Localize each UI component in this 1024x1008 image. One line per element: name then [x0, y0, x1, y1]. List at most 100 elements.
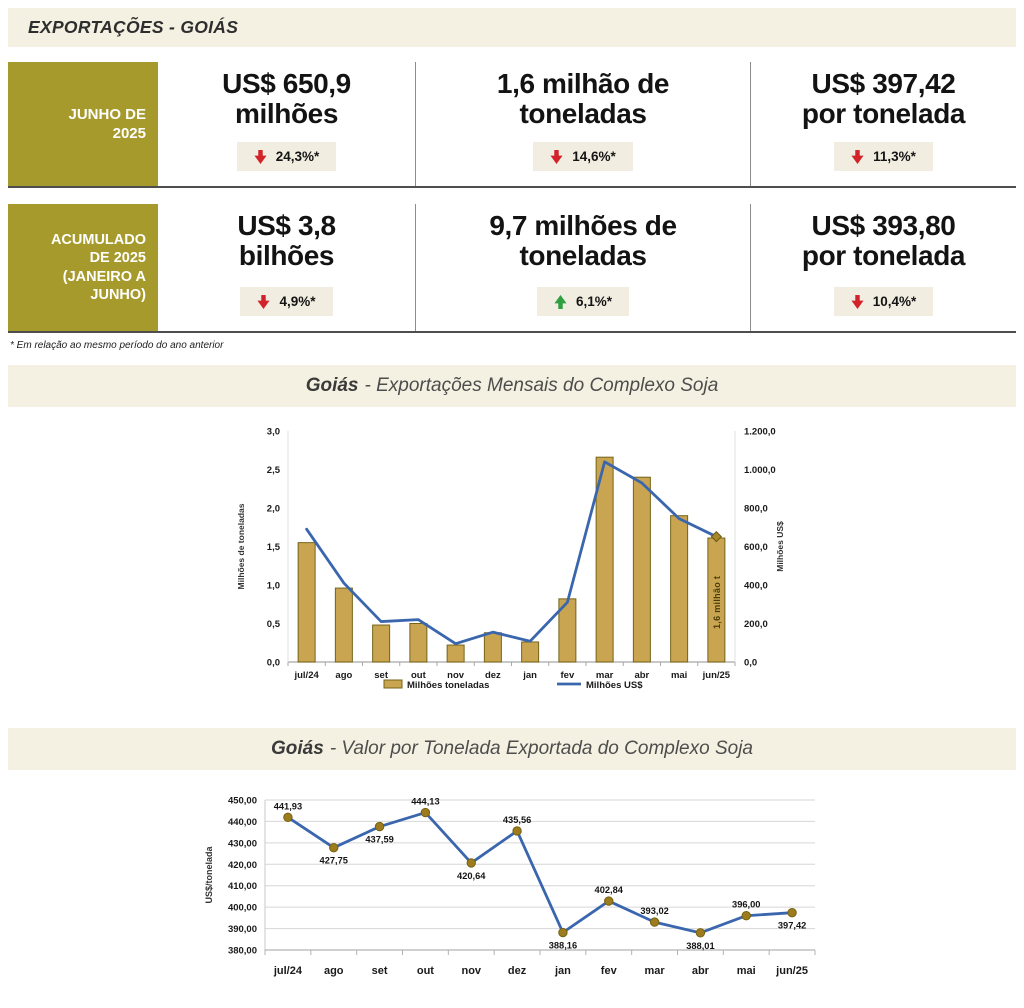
chart2-title-bar: Goiás - Valor por Tonelada Exportada do …: [8, 728, 1016, 770]
right-axis-tick: 800,0: [744, 504, 768, 515]
data-point: [512, 826, 522, 836]
value-per-ton-line-chart: 380,00 390,00 400,00 410,00 420,00 430,00 440,…: [204, 796, 816, 977]
x-axis-label: out: [411, 670, 427, 681]
value-line: [286, 811, 794, 935]
data-point-label: 420,64: [457, 871, 486, 881]
trend-arrow-icon: [550, 149, 563, 164]
kpi-value: US$ 393,80 por tonelada: [801, 210, 966, 271]
x-axis-label: nov: [461, 965, 481, 977]
data-point-label: 427,75: [320, 856, 348, 866]
y-axis-tick: 410,00: [228, 881, 257, 892]
x-axis-label: mar: [644, 965, 665, 977]
right-axis-tick: 600,0: [744, 542, 768, 553]
bar-annotation: 1,6 milhão t: [712, 576, 722, 629]
delta-badge: 10,4%*: [833, 287, 934, 316]
legend-line-label: Milhões US$: [586, 680, 643, 691]
x-axis-label: mai: [737, 965, 756, 977]
kpi-value: 1,6 milhão de toneladas: [496, 68, 670, 129]
data-point-label: 388,16: [549, 941, 577, 951]
kpi-cell-price: US$ 393,80 por tonelada 10,4%*: [750, 204, 1016, 331]
data-point: [741, 911, 751, 921]
legend-bar-swatch: [383, 679, 403, 689]
left-axis-tick: 2,0: [267, 504, 280, 515]
bar: [632, 476, 651, 663]
kpi-cell-value-usd: US$ 3,8 bilhões 4,9%*: [158, 204, 415, 331]
right-axis-tick: 0,0: [744, 658, 757, 669]
x-axis-label: dez: [485, 670, 501, 681]
x-axis-label: fev: [601, 965, 618, 977]
kpi-cell-value-usd: US$ 650,9 milhões 24,3%*: [158, 62, 415, 186]
chart1-title-bar: Goiás - Exportações Mensais do Complexo …: [8, 365, 1016, 407]
data-point-label: 441,93: [274, 801, 302, 811]
data-point-label: 397,42: [778, 921, 806, 931]
data-point: [329, 842, 339, 853]
bar: [409, 623, 428, 663]
trend-arrow-icon: [254, 149, 267, 164]
y-axis-title: US$/tonelada: [204, 845, 214, 903]
line-end-marker: [710, 531, 723, 543]
data-point: [283, 812, 293, 822]
y-axis-tick: 450,00: [228, 796, 257, 807]
x-axis-label: out: [417, 965, 434, 977]
kpi-row-label: JUNHO DE 2025: [8, 62, 158, 186]
data-point: [420, 807, 431, 818]
y-axis-tick: 420,00: [228, 860, 257, 871]
left-axis-tick: 0,5: [267, 619, 281, 630]
chart-legend: Milhões toneladas Milhões US$: [383, 679, 643, 691]
data-point-label: 437,59: [365, 835, 393, 845]
bar: [446, 644, 465, 663]
x-axis-label: mai: [671, 670, 687, 681]
bar: [334, 587, 353, 663]
delta-badge: 11,3%*: [834, 142, 933, 171]
kpi-row-accumulated: ACUMULADO DE 2025 (JANEIRO A JUNHO) US$ …: [8, 204, 1016, 333]
bar: [670, 515, 689, 663]
monthly-exports-combo-chart: 0,0 0,5 1,0 1,5 2,0 2,5 3,0 0,0 200,0 400,0 600,0 8…: [236, 427, 785, 692]
delta-badge: 14,6%*: [533, 142, 633, 171]
usd-line: [305, 460, 718, 646]
delta-badge: 6,1%*: [536, 287, 630, 316]
footnote: * Em relação ao mesmo período do ano ant…: [10, 340, 224, 351]
trend-arrow-icon: [257, 294, 271, 309]
kpi-cell-tons: 9,7 milhões de toneladas 6,1%*: [415, 204, 750, 331]
y-axis-tick: 430,00: [228, 838, 257, 849]
chart1-title-bold: Goiás: [305, 375, 359, 396]
bar: [483, 632, 502, 663]
y-axis-tick: 440,00: [228, 817, 257, 828]
data-point-label: 388,01: [686, 941, 714, 951]
right-axis-tick: 1.000,0: [744, 465, 776, 476]
chart2-title-bold: Goiás: [271, 738, 324, 759]
x-axis-label: jun/25: [775, 965, 808, 977]
delta-badge: 4,9%*: [240, 287, 333, 316]
data-point-label: 393,02: [640, 906, 668, 916]
right-axis-tick: 1.200,0: [744, 427, 776, 438]
data-point: [695, 928, 706, 938]
x-axis-label: jun/25: [702, 670, 731, 681]
left-axis-title: Milhões de toneladas: [236, 503, 246, 589]
chart1-title-rest: - Exportações Mensais do Complexo Soja: [364, 375, 719, 396]
x-axis-label: fev: [561, 670, 575, 681]
x-axis-label: set: [372, 965, 388, 977]
kpi-value: US$ 650,9 milhões: [222, 68, 351, 129]
bar: [372, 624, 391, 663]
x-axis-label: dez: [508, 965, 527, 977]
kpi-value: US$ 3,8 bilhões: [237, 210, 336, 271]
kpi-table: JUNHO DE 2025 US$ 650,9 milhões 24,3%* 1,…: [8, 62, 1016, 333]
kpi-row-june: JUNHO DE 2025 US$ 650,9 milhões 24,3%* 1,…: [8, 62, 1016, 188]
kpi-value: US$ 397,42 por tonelada: [801, 68, 966, 129]
data-point: [374, 821, 385, 832]
x-axis-label: abr: [692, 965, 710, 977]
trend-arrow-icon: [851, 149, 864, 164]
left-axis-tick: 0,0: [267, 658, 280, 669]
data-point-label: 396,00: [732, 900, 760, 910]
data-point: [787, 907, 797, 918]
x-axis-label: jan: [522, 670, 537, 681]
data-point-label: 444,13: [411, 797, 439, 807]
trend-arrow-icon: [851, 294, 864, 309]
right-axis-tick: 200,0: [744, 619, 768, 630]
left-axis-tick: 3,0: [267, 427, 280, 438]
bar: [595, 456, 614, 663]
legend-bar-label: Milhões toneladas: [407, 680, 489, 691]
x-axis-label: ago: [324, 965, 344, 977]
delta-badge: 24,3%*: [236, 142, 337, 171]
data-point-label: 402,84: [595, 885, 624, 895]
